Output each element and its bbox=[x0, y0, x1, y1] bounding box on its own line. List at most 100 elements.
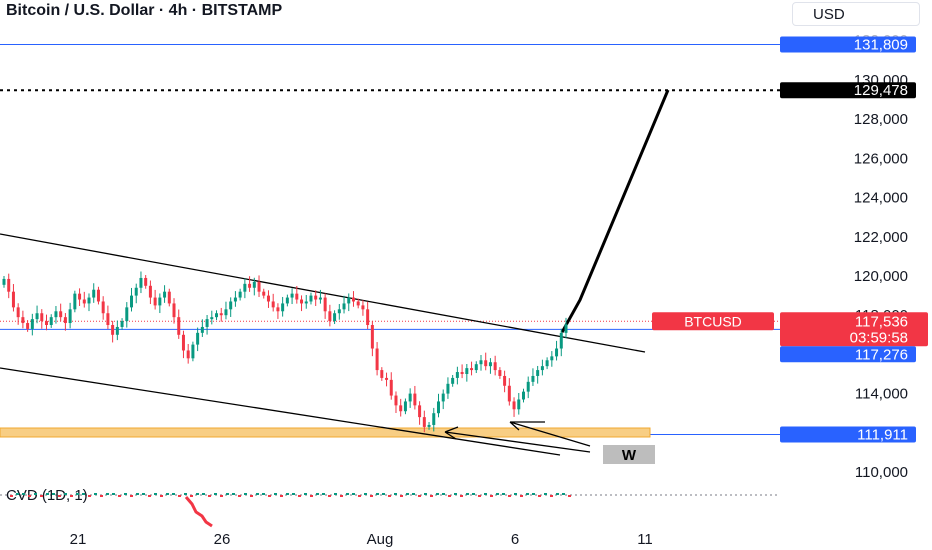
candle-body bbox=[333, 313, 337, 322]
time-tick-label: 11 bbox=[637, 531, 653, 548]
currency-selector[interactable]: USD bbox=[792, 2, 920, 26]
cvd-bar bbox=[352, 493, 355, 495]
cvd-bar bbox=[334, 493, 337, 495]
candle-body bbox=[2, 278, 6, 285]
cvd-bar bbox=[202, 493, 205, 495]
arrow-to-low-2[interactable] bbox=[509, 421, 591, 447]
candle-body bbox=[545, 360, 549, 367]
candle-body bbox=[328, 311, 332, 322]
candle-body bbox=[266, 295, 270, 302]
cvd-bar bbox=[496, 493, 499, 495]
cvd-bar bbox=[544, 493, 547, 495]
candle-body bbox=[130, 295, 134, 308]
candle-body bbox=[224, 309, 228, 316]
candle-body bbox=[30, 319, 34, 329]
candle-body bbox=[347, 297, 351, 304]
candle-body bbox=[432, 413, 436, 425]
candle-body bbox=[526, 381, 530, 392]
price-label-target-text: 129,478 bbox=[854, 82, 908, 99]
cvd-bar bbox=[148, 495, 151, 497]
cvd-bar bbox=[106, 493, 109, 495]
candle-body bbox=[408, 393, 412, 402]
candle-body bbox=[262, 291, 266, 296]
cvd-bar bbox=[376, 493, 379, 495]
cvd-line bbox=[184, 496, 213, 528]
cvd-bar bbox=[178, 495, 181, 497]
time-tick-label: Aug bbox=[367, 531, 394, 548]
candle-body bbox=[474, 364, 478, 371]
cvd-bar bbox=[370, 495, 373, 497]
cvd-bar bbox=[172, 493, 175, 495]
price-label-top bbox=[780, 36, 916, 53]
candle-body bbox=[498, 370, 502, 376]
channel-upper-line[interactable] bbox=[0, 233, 646, 353]
cvd-bar bbox=[412, 493, 415, 495]
cvd-bar bbox=[166, 493, 169, 495]
candle-body bbox=[441, 393, 445, 402]
candle-body bbox=[399, 405, 403, 412]
cvd-bar bbox=[76, 493, 79, 495]
cvd-bar bbox=[520, 495, 523, 497]
candle-body bbox=[59, 311, 63, 318]
cvd-bar bbox=[244, 493, 247, 495]
candle-body bbox=[139, 277, 143, 288]
candle-body bbox=[403, 401, 407, 412]
candle-body bbox=[45, 321, 49, 325]
cvd-bar bbox=[508, 495, 511, 497]
candle-body bbox=[11, 291, 15, 308]
time-axis[interactable]: 21 26 Aug 6 11 bbox=[70, 531, 653, 548]
cvd-bar bbox=[442, 493, 445, 495]
arrow-to-low-1[interactable] bbox=[444, 426, 591, 453]
candle-body bbox=[427, 424, 431, 427]
candle-body bbox=[238, 291, 242, 298]
cvd-bar bbox=[430, 495, 433, 497]
cvd-bar bbox=[220, 495, 223, 497]
candle-body bbox=[281, 303, 285, 312]
candle-body bbox=[385, 377, 389, 380]
cvd-bar bbox=[112, 493, 115, 495]
cvd-bar bbox=[196, 493, 199, 495]
cvd-bar bbox=[358, 495, 361, 497]
cvd-bar bbox=[262, 493, 265, 495]
channel-lower-line[interactable] bbox=[0, 367, 561, 456]
candle-body bbox=[191, 344, 195, 359]
candle-body bbox=[106, 313, 110, 325]
cvd-bar bbox=[304, 493, 307, 495]
candle-body bbox=[314, 295, 318, 300]
price-label-mid-text: 117,276 bbox=[855, 346, 908, 363]
candle-body bbox=[120, 321, 124, 327]
projection-line[interactable] bbox=[560, 89, 670, 334]
candle-body bbox=[54, 311, 58, 318]
time-tick-label: 6 bbox=[511, 531, 519, 548]
candle-body bbox=[233, 297, 237, 302]
cvd-bar bbox=[82, 493, 85, 495]
price-label-countdown: 03:59:58 bbox=[850, 329, 908, 346]
candle-body bbox=[290, 293, 294, 298]
cvd-bar bbox=[400, 495, 403, 497]
cvd-bar bbox=[490, 495, 493, 497]
candle-body bbox=[205, 319, 209, 327]
candle-body bbox=[276, 307, 280, 312]
cvd-bar bbox=[388, 495, 391, 497]
cvd-bar bbox=[22, 493, 25, 495]
candle-body bbox=[186, 350, 190, 359]
support-zone[interactable] bbox=[0, 427, 651, 438]
candle-body bbox=[115, 326, 119, 335]
candle-body bbox=[531, 375, 535, 382]
cvd-bar bbox=[484, 493, 487, 495]
symbol-tag-text: BTCUSD bbox=[684, 313, 742, 329]
cvd-bar bbox=[130, 495, 133, 497]
candle-body bbox=[257, 281, 261, 292]
cvd-bar bbox=[52, 493, 55, 495]
cvd-bar bbox=[394, 493, 397, 495]
cvd-bar bbox=[298, 495, 301, 497]
w-pattern-box[interactable] bbox=[603, 445, 655, 464]
cvd-bar bbox=[502, 493, 505, 495]
chart-drawings: W bbox=[0, 44, 780, 464]
cvd-bar bbox=[94, 493, 97, 495]
price-axis[interactable]: 132,000130,000128,000126,000124,000122,0… bbox=[780, 30, 932, 530]
candle-body bbox=[507, 385, 511, 402]
candle-body bbox=[271, 301, 275, 308]
cvd-bar bbox=[238, 495, 241, 497]
